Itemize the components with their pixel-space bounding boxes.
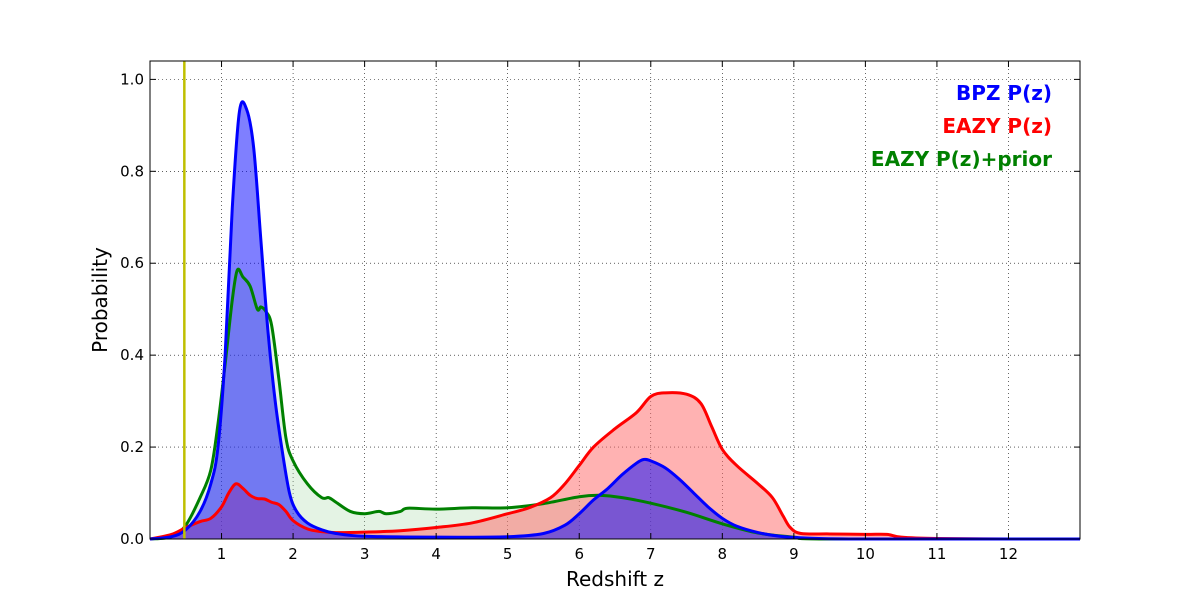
x-tick-label: 5: [503, 545, 513, 563]
x-tick-label: 12: [999, 545, 1018, 563]
series-fill: [150, 392, 1080, 539]
y-tick-label: 0.4: [120, 346, 144, 364]
series-line: [149, 267, 1080, 541]
series-line: [149, 391, 1080, 541]
x-tick-label: 2: [288, 545, 298, 563]
legend-entry: EAZY P(z)+prior: [871, 147, 1052, 171]
area-fills: [150, 101, 1080, 540]
x-tick-label: 9: [789, 545, 799, 563]
y-tick-labels: 0.0 0.2 0.4 0.6 0.8 1.0: [120, 70, 144, 548]
legend-entry: BPZ P(z): [956, 81, 1052, 105]
y-axis-title: Probability: [88, 247, 112, 353]
x-tick-label: 11: [927, 545, 946, 563]
series-line: [149, 100, 1080, 541]
y-tick-label: 0.2: [120, 438, 144, 456]
axis-ticks: [150, 61, 1080, 540]
x-tick-label: 1: [217, 545, 227, 563]
series-lines: [149, 100, 1080, 541]
legend: BPZ P(z) EAZY P(z) EAZY P(z)+prior: [871, 81, 1052, 171]
x-axis-title: Redshift z: [566, 567, 664, 591]
x-tick-label: 10: [856, 545, 875, 563]
plot-frame: [149, 60, 1081, 540]
legend-entry: EAZY P(z): [942, 114, 1052, 138]
y-tick-label: 1.0: [120, 70, 144, 88]
x-tick-labels: 1 2 3 4 5 6 7 8 9 10 11 12: [217, 545, 1018, 563]
x-tick-label: 6: [574, 545, 584, 563]
x-tick-label: 8: [718, 545, 728, 563]
y-tick-label: 0.8: [120, 162, 144, 180]
series-fill: [150, 101, 1080, 540]
x-tick-label: 7: [646, 545, 656, 563]
x-tick-label: 3: [360, 545, 370, 563]
y-tick-label: 0.6: [120, 254, 144, 272]
x-tick-label: 4: [431, 545, 441, 563]
y-tick-label: 0.0: [120, 530, 144, 548]
